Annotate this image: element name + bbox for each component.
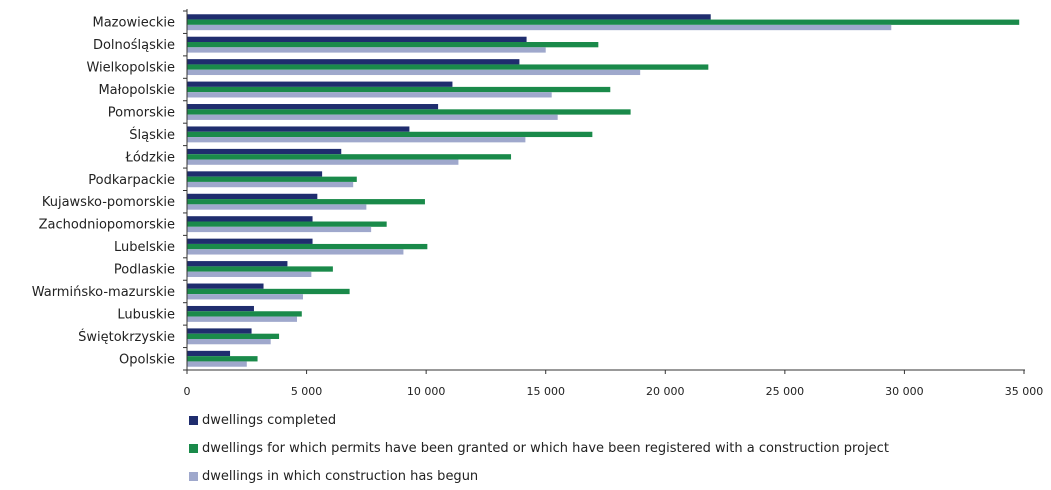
legend-swatch-permits <box>189 443 198 453</box>
bar-podlaskie-series-1 <box>187 261 288 267</box>
legend-label-permits: dwellings for which permits have been gr… <box>202 440 889 456</box>
bar-o-dzkie-series-2 <box>187 154 512 160</box>
bar-dolnos-la-skie-series-3 <box>187 47 546 53</box>
category-label: Łódzkie <box>125 150 175 165</box>
bar-o-dzkie-series-3 <box>187 159 459 165</box>
bar-pomorskie-series-3 <box>187 114 558 120</box>
category-label: Podlaskie <box>114 263 175 278</box>
bar-s-wie-tokrzyskie-series-1 <box>187 328 252 334</box>
bar-dolnos-la-skie-series-2 <box>187 42 599 48</box>
bar-lubelskie-series-3 <box>187 249 404 255</box>
bar-podlaskie-series-3 <box>187 271 312 277</box>
category-label: Świętokrzyskie <box>78 329 175 345</box>
bar-wielkopolskie-series-2 <box>187 64 709 70</box>
bar-o-dzkie-series-1 <box>187 148 342 155</box>
legend-label-begun: dwellings in which construction has begu… <box>202 468 479 484</box>
bar-mazowieckie-series-2 <box>187 19 1020 25</box>
legend-item-completed: dwellings completed <box>189 406 889 434</box>
bar-lubuskie-series-2 <box>187 311 302 317</box>
bar-lubuskie-series-3 <box>187 316 298 322</box>
legend-swatch-begun <box>189 471 198 481</box>
bar-s-wie-tokrzyskie-series-2 <box>187 333 280 339</box>
bar-s-la-skie-series-3 <box>187 137 526 143</box>
bar-opolskie-series-3 <box>187 361 247 367</box>
category-label: Warmińsko-mazurskie <box>32 285 175 300</box>
bar-warmin-sko-mazurskie-series-3 <box>187 294 303 300</box>
legend-swatch-completed <box>189 415 198 425</box>
category-label: Dolnośląskie <box>93 38 175 53</box>
bar-s-la-skie-series-2 <box>187 131 593 138</box>
x-tick-label: 35 000 <box>1005 385 1044 398</box>
bar-kujawsko-pomorskie-series-2 <box>187 199 425 205</box>
bar-ma-opolskie-series-2 <box>187 86 611 93</box>
legend: dwellings completed dwellings for which … <box>189 406 889 490</box>
bar-warmin-sko-mazurskie-series-1 <box>187 283 264 289</box>
x-tick-label: 10 000 <box>407 385 446 398</box>
category-label: Małopolskie <box>98 83 175 98</box>
bar-zachodniopomorskie-series-3 <box>187 226 372 233</box>
bar-s-la-skie-series-1 <box>187 126 410 132</box>
bar-ma-opolskie-series-3 <box>187 92 552 98</box>
legend-item-permits: dwellings for which permits have been gr… <box>189 434 889 462</box>
bar-mazowieckie-series-3 <box>187 24 892 31</box>
category-label: Zachodniopomorskie <box>39 218 175 233</box>
x-tick-label: 0 <box>184 385 191 398</box>
category-label: Śląskie <box>129 127 175 143</box>
x-tick-label: 25 000 <box>766 385 805 398</box>
bar-opolskie-series-1 <box>187 350 231 357</box>
legend-item-begun: dwellings in which construction has begu… <box>189 462 889 490</box>
x-tick-label: 30 000 <box>885 385 924 398</box>
x-tick-label: 20 000 <box>646 385 685 398</box>
bar-mazowieckie-series-1 <box>187 14 711 20</box>
bar-lubelskie-series-2 <box>187 243 428 250</box>
x-tick-label: 5 000 <box>291 385 323 398</box>
legend-label-completed: dwellings completed <box>202 412 337 428</box>
bar-chart: Mazowieckie Dolnośląskie Wielkopolskie Mało… <box>32 9 1044 398</box>
category-label: Lubelskie <box>114 240 175 255</box>
bar-kujawsko-pomorskie-series-1 <box>187 193 318 200</box>
category-label: Kujawsko-pomorskie <box>42 195 175 210</box>
category-label: Lubuskie <box>117 307 175 322</box>
bar-podkarpackie-series-1 <box>187 171 323 177</box>
bar-zachodniopomorskie-series-2 <box>187 221 387 227</box>
bar-podkarpackie-series-2 <box>187 176 357 182</box>
x-tick-label: 15 000 <box>526 385 565 398</box>
category-label: Wielkopolskie <box>86 61 175 76</box>
bar-podlaskie-series-2 <box>187 266 333 272</box>
bar-warmin-sko-mazurskie-series-2 <box>187 288 350 295</box>
bar-wielkopolskie-series-3 <box>187 69 641 76</box>
bar-zachodniopomorskie-series-1 <box>187 216 313 222</box>
bar-opolskie-series-2 <box>187 356 258 362</box>
category-label: Opolskie <box>119 352 175 367</box>
bar-s-wie-tokrzyskie-series-3 <box>187 338 271 345</box>
bar-ma-opolskie-series-1 <box>187 81 453 87</box>
bar-pomorskie-series-2 <box>187 109 631 115</box>
bar-dolnos-la-skie-series-1 <box>187 36 527 43</box>
bar-lubuskie-series-1 <box>187 305 254 312</box>
category-label: Pomorskie <box>108 105 175 120</box>
category-label: Podkarpackie <box>88 173 175 188</box>
category-label: Mazowieckie <box>93 16 176 31</box>
bar-podkarpackie-series-3 <box>187 181 354 188</box>
bar-kujawsko-pomorskie-series-3 <box>187 204 367 210</box>
bar-pomorskie-series-1 <box>187 104 439 110</box>
bar-lubelskie-series-1 <box>187 238 313 244</box>
bar-wielkopolskie-series-1 <box>187 59 520 65</box>
